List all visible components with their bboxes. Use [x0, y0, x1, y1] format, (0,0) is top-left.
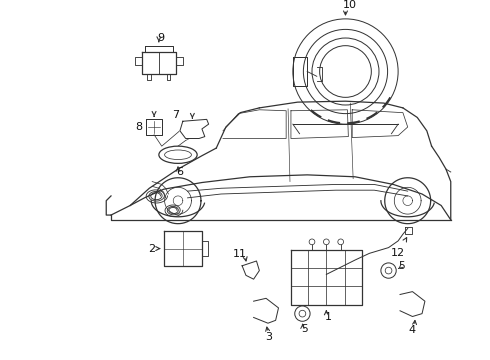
Polygon shape: [242, 261, 259, 279]
Text: 8: 8: [135, 122, 142, 132]
Text: 5: 5: [399, 261, 405, 271]
Circle shape: [385, 267, 392, 274]
Circle shape: [299, 310, 306, 317]
Circle shape: [323, 239, 329, 245]
Circle shape: [309, 239, 315, 245]
Text: 4: 4: [409, 325, 416, 335]
Text: 6: 6: [176, 167, 183, 177]
Ellipse shape: [165, 150, 192, 159]
Text: 9: 9: [157, 33, 164, 43]
Circle shape: [295, 306, 310, 321]
Text: 7: 7: [172, 109, 180, 120]
Text: 11: 11: [233, 249, 247, 259]
Ellipse shape: [159, 146, 197, 163]
Circle shape: [381, 263, 396, 278]
Text: 12: 12: [391, 248, 405, 258]
Polygon shape: [180, 120, 209, 139]
Text: 3: 3: [266, 332, 272, 342]
Polygon shape: [400, 292, 425, 316]
Text: 2: 2: [148, 244, 156, 253]
Text: 5: 5: [301, 324, 308, 334]
Text: 1: 1: [325, 311, 332, 321]
Circle shape: [338, 239, 343, 245]
Text: 10: 10: [343, 0, 357, 9]
Polygon shape: [254, 298, 278, 323]
